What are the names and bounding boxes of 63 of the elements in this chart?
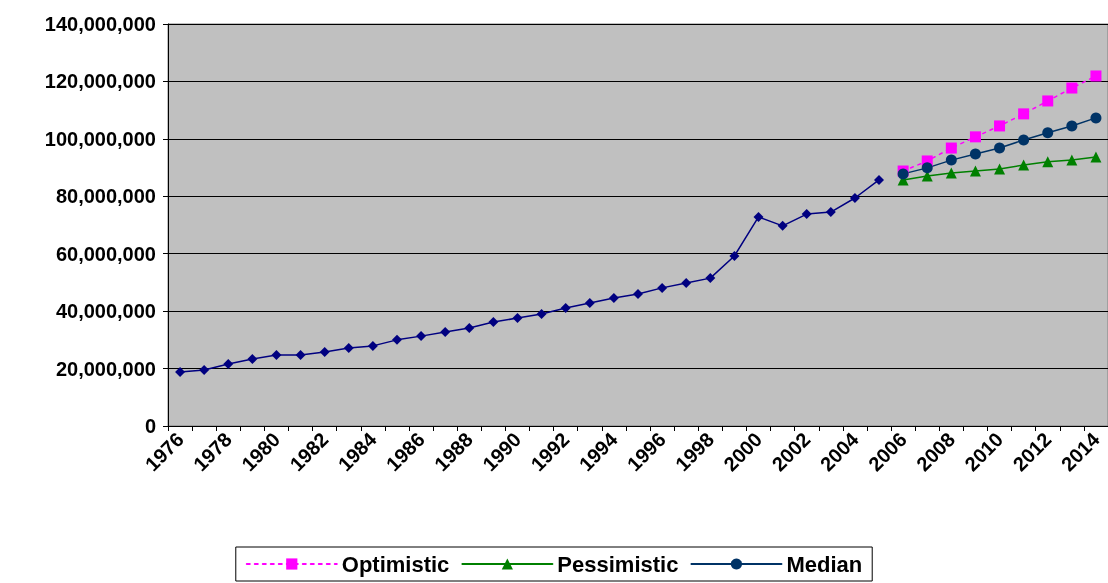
point bbox=[1042, 156, 1054, 168]
y-tick-label: 20,000,000 bbox=[55, 357, 156, 380]
point bbox=[681, 278, 692, 288]
point bbox=[1018, 108, 1030, 120]
point bbox=[295, 350, 306, 361]
legend-label: Median bbox=[786, 551, 863, 577]
legend-label: Optimistic bbox=[341, 551, 450, 577]
point bbox=[849, 193, 860, 204]
point bbox=[969, 148, 981, 160]
point bbox=[969, 165, 981, 177]
point bbox=[1090, 151, 1102, 163]
point bbox=[945, 167, 957, 179]
point bbox=[1090, 70, 1102, 82]
point bbox=[512, 313, 523, 324]
y-tick-label: 40,000,000 bbox=[55, 300, 156, 323]
point bbox=[777, 220, 788, 231]
point bbox=[874, 174, 885, 185]
point bbox=[391, 334, 402, 345]
point bbox=[440, 327, 451, 338]
y-tick-label: 140,000,000 bbox=[44, 13, 156, 35]
point bbox=[921, 162, 933, 174]
point bbox=[705, 273, 716, 284]
legend-label: Pessimistic bbox=[557, 551, 679, 577]
point bbox=[1042, 127, 1054, 139]
point bbox=[801, 209, 812, 220]
point bbox=[199, 365, 210, 376]
point bbox=[1090, 112, 1102, 124]
point bbox=[994, 142, 1006, 154]
point bbox=[1018, 134, 1030, 146]
point bbox=[945, 142, 957, 154]
point bbox=[223, 358, 234, 369]
point bbox=[1066, 82, 1078, 94]
point bbox=[343, 342, 354, 353]
point bbox=[536, 309, 547, 320]
y-tick-label: 60,000,000 bbox=[55, 242, 156, 265]
point bbox=[416, 331, 427, 342]
point bbox=[488, 317, 499, 328]
point bbox=[608, 292, 619, 303]
point bbox=[994, 120, 1006, 132]
y-tick-label: 100,000,000 bbox=[44, 127, 156, 150]
point bbox=[1066, 154, 1078, 166]
point bbox=[247, 354, 258, 365]
point bbox=[319, 346, 330, 357]
point bbox=[1018, 159, 1030, 171]
y-tick-label: 120,000,000 bbox=[44, 70, 156, 93]
y-tick-label: 0 bbox=[144, 415, 156, 437]
y-tick-label: 80,000,000 bbox=[55, 185, 156, 208]
point bbox=[729, 251, 740, 262]
point bbox=[271, 350, 282, 361]
point bbox=[753, 211, 764, 222]
point bbox=[945, 154, 957, 166]
point bbox=[657, 282, 668, 293]
point bbox=[1042, 95, 1054, 107]
point bbox=[825, 207, 836, 218]
point bbox=[175, 367, 186, 378]
point bbox=[994, 163, 1006, 175]
point bbox=[1066, 120, 1078, 132]
point bbox=[633, 288, 643, 299]
point bbox=[367, 340, 378, 351]
point bbox=[560, 302, 571, 313]
point bbox=[584, 298, 595, 309]
point bbox=[464, 323, 475, 334]
point bbox=[969, 131, 981, 143]
